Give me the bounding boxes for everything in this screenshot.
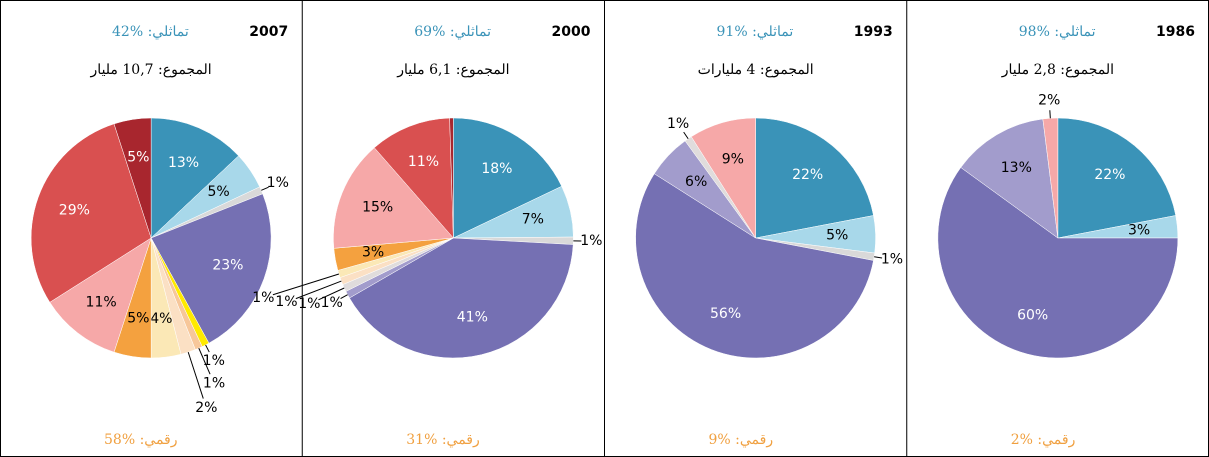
slice-label: 5% — [127, 149, 149, 165]
slice-label: 1% — [203, 375, 225, 391]
total: المجموع: 6,1 مليار — [396, 62, 509, 78]
total: المجموع: 4 مليارات — [698, 62, 814, 78]
slice-label: 60% — [1017, 308, 1048, 324]
pie-slice — [49, 237, 152, 353]
pie-slice — [150, 193, 272, 344]
slice-label: 1% — [580, 233, 602, 249]
leader-line — [198, 347, 211, 375]
slice-label: 22% — [1094, 167, 1125, 183]
pie-slice — [150, 117, 239, 239]
slice-label: 5% — [127, 311, 149, 327]
slice-label: 1% — [275, 294, 297, 310]
slice-label: 5% — [208, 184, 230, 200]
slice-label: 2% — [1038, 92, 1060, 108]
pie-slice — [1057, 117, 1177, 239]
slice-label: 15% — [362, 200, 393, 216]
slice-label: 11% — [408, 154, 439, 170]
panel-title: 2000 — [552, 24, 591, 40]
pie-slice — [937, 167, 1179, 359]
pie-slice — [635, 173, 874, 359]
analog-share: تماثلي: %98 — [1019, 24, 1096, 40]
digital-share: رقمي: %9 — [709, 432, 774, 448]
total: المجموع: 2,8 مليار — [1001, 62, 1114, 78]
slice-label: 7% — [522, 212, 544, 228]
slice-label: 22% — [792, 167, 823, 183]
pie-slice — [449, 117, 454, 239]
slice-label: 3% — [362, 245, 384, 261]
slice-label: 2% — [195, 400, 217, 416]
digital-share: رقمي: %58 — [104, 432, 178, 448]
analog-share: تماثلي: %69 — [414, 24, 491, 40]
slice-label: 5% — [826, 227, 848, 243]
digital-share: رقمي: %31 — [406, 432, 480, 448]
pie-slice — [113, 117, 152, 239]
slice-label: 23% — [212, 258, 243, 274]
slice-label: 13% — [168, 155, 199, 171]
slice-label: 41% — [457, 309, 488, 325]
pie-slice — [453, 117, 562, 239]
panel-title: 2007 — [249, 24, 288, 40]
pie-slice — [690, 117, 756, 239]
slice-label: 1% — [667, 116, 689, 132]
leader-line — [874, 256, 883, 259]
panel-title: 1993 — [854, 24, 893, 40]
slice-label: 29% — [59, 202, 90, 218]
leader-line — [683, 131, 689, 140]
leader-line — [318, 287, 345, 301]
leader-line — [205, 344, 210, 353]
leader-line — [261, 186, 269, 191]
slice-label: 1% — [267, 175, 289, 191]
slice-label: 3% — [1128, 222, 1150, 238]
total: المجموع: 10,7 مليار — [90, 62, 212, 78]
slice-label: 11% — [86, 294, 117, 310]
pie-slice — [349, 237, 574, 359]
pie-slice — [30, 123, 152, 303]
pie-slice — [755, 117, 874, 239]
analog-share: تماثلي: %42 — [112, 24, 189, 40]
slice-label: 9% — [722, 152, 744, 168]
slice-label: 1% — [321, 295, 343, 311]
leader-line — [1049, 110, 1051, 119]
pie-slice — [960, 118, 1059, 239]
slice-label: 4% — [150, 311, 172, 327]
analog-share: تماثلي: %91 — [717, 24, 794, 40]
pie-slice — [373, 117, 454, 239]
leader-line — [272, 273, 340, 296]
slice-label: 13% — [1001, 160, 1032, 176]
slice-label: 1% — [881, 252, 903, 268]
panel-title: 1986 — [1156, 24, 1195, 40]
leader-line — [187, 351, 204, 399]
slice-label: 1% — [252, 290, 274, 306]
pie-slice — [333, 147, 454, 249]
digital-share: رقمي: %2 — [1011, 432, 1076, 448]
slice-label: 6% — [685, 174, 707, 190]
slice-label: 18% — [481, 161, 512, 177]
leader-line — [340, 294, 348, 299]
slice-label: 1% — [203, 353, 225, 369]
leader-line — [295, 280, 342, 300]
slice-label: 56% — [710, 306, 741, 322]
slice-label: 1% — [298, 296, 320, 312]
